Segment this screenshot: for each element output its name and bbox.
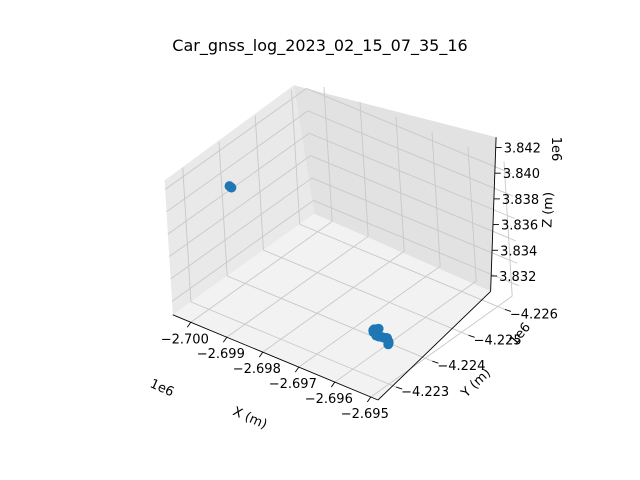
x-grid-floor bbox=[226, 235, 369, 338]
left-pane bbox=[164, 85, 315, 315]
chart-title: Car_gnss_log_2023_02_15_07_35_16 bbox=[172, 36, 467, 56]
z-grid-back bbox=[311, 177, 518, 264]
grid-lines bbox=[164, 86, 519, 398]
x-tick-mark bbox=[330, 381, 336, 388]
x-grid-floor bbox=[298, 265, 441, 368]
data-point bbox=[383, 339, 394, 350]
x-tick-mark bbox=[222, 336, 228, 343]
x-tick-label: −2.695 bbox=[341, 407, 389, 422]
x-offset-label: 1e6 bbox=[148, 377, 177, 401]
back-pane bbox=[293, 85, 497, 292]
z-axis-label: Z (m) bbox=[540, 192, 556, 228]
x-tick-label: −2.700 bbox=[161, 332, 209, 347]
y-tick-mark bbox=[468, 334, 475, 338]
x-tick-label: −2.696 bbox=[305, 392, 353, 407]
x-tick-mark bbox=[366, 396, 372, 403]
x-tick-mark bbox=[186, 322, 192, 328]
z-grid-left bbox=[168, 155, 311, 257]
y-tick-mark bbox=[395, 386, 403, 390]
y-grid-left bbox=[254, 115, 264, 251]
y-tick-mark bbox=[504, 309, 512, 312]
z-grid-left bbox=[170, 177, 313, 280]
data-point bbox=[226, 182, 237, 193]
floor-pane bbox=[172, 213, 491, 400]
z-axis-line bbox=[490, 137, 497, 292]
y-grid-floor bbox=[190, 301, 397, 388]
x-tick-label: −2.699 bbox=[197, 347, 245, 362]
x-grid-floor bbox=[334, 280, 477, 383]
y-axis-line bbox=[377, 291, 491, 401]
y-tick-label: −4.224 bbox=[437, 359, 485, 374]
y-grid-left bbox=[182, 167, 192, 302]
x-tick-mark bbox=[258, 351, 264, 358]
x-tick-label: −2.697 bbox=[269, 377, 317, 392]
y-grid-floor bbox=[299, 223, 506, 310]
z-tick-label: 3.842 bbox=[504, 141, 541, 156]
x-grid-floor bbox=[262, 250, 405, 353]
y-grid-floor bbox=[263, 249, 469, 336]
y-tick-label: −4.223 bbox=[401, 385, 449, 400]
z-grid-left bbox=[171, 200, 314, 302]
z-grid-left bbox=[166, 110, 309, 213]
z-tick-label: 3.836 bbox=[501, 219, 538, 234]
z-grid-back bbox=[306, 88, 512, 175]
x-axis-line bbox=[172, 314, 379, 401]
z-grid-left bbox=[167, 132, 310, 235]
x-grid-floor bbox=[370, 295, 513, 398]
y-tick-mark bbox=[432, 360, 439, 364]
y-tick-label: −4.225 bbox=[474, 333, 522, 348]
x-grid-back bbox=[359, 101, 369, 237]
y-tick-label: −4.226 bbox=[510, 307, 558, 322]
data-points bbox=[224, 181, 394, 350]
x-grid-back bbox=[431, 131, 441, 267]
z-tick-label: 3.840 bbox=[503, 167, 540, 182]
z-tick-label: 3.838 bbox=[502, 193, 539, 208]
x-tick-label: −2.698 bbox=[233, 362, 281, 377]
x-grid-back bbox=[395, 116, 405, 252]
x-axis-label: X (m) bbox=[230, 404, 269, 432]
z-grid-back bbox=[310, 155, 517, 242]
x-grid-back bbox=[467, 146, 477, 282]
x-grid-floor bbox=[190, 221, 333, 323]
x-grid-back bbox=[503, 161, 513, 297]
z-grid-left bbox=[164, 88, 307, 190]
x-tick-mark bbox=[294, 366, 300, 373]
z-grid-back bbox=[313, 200, 519, 287]
y-grid-left bbox=[218, 141, 228, 277]
tick-labels: −2.700−2.699−2.698−2.697−2.696−2.695 −4.2… bbox=[161, 141, 558, 422]
z-grid-back bbox=[307, 110, 514, 197]
axes-3d: −2.700−2.699−2.698−2.697−2.696−2.695 −4.2… bbox=[148, 85, 563, 433]
y-grid-floor bbox=[227, 275, 433, 362]
z-tick-label: 3.834 bbox=[500, 244, 537, 259]
z-grid-back bbox=[309, 132, 515, 219]
y-grid-left bbox=[291, 89, 301, 225]
z-offset-label: 1e6 bbox=[548, 137, 563, 162]
z-tick-label: 3.832 bbox=[499, 270, 536, 285]
x-grid-back bbox=[323, 86, 333, 222]
axis-lines bbox=[172, 137, 497, 401]
